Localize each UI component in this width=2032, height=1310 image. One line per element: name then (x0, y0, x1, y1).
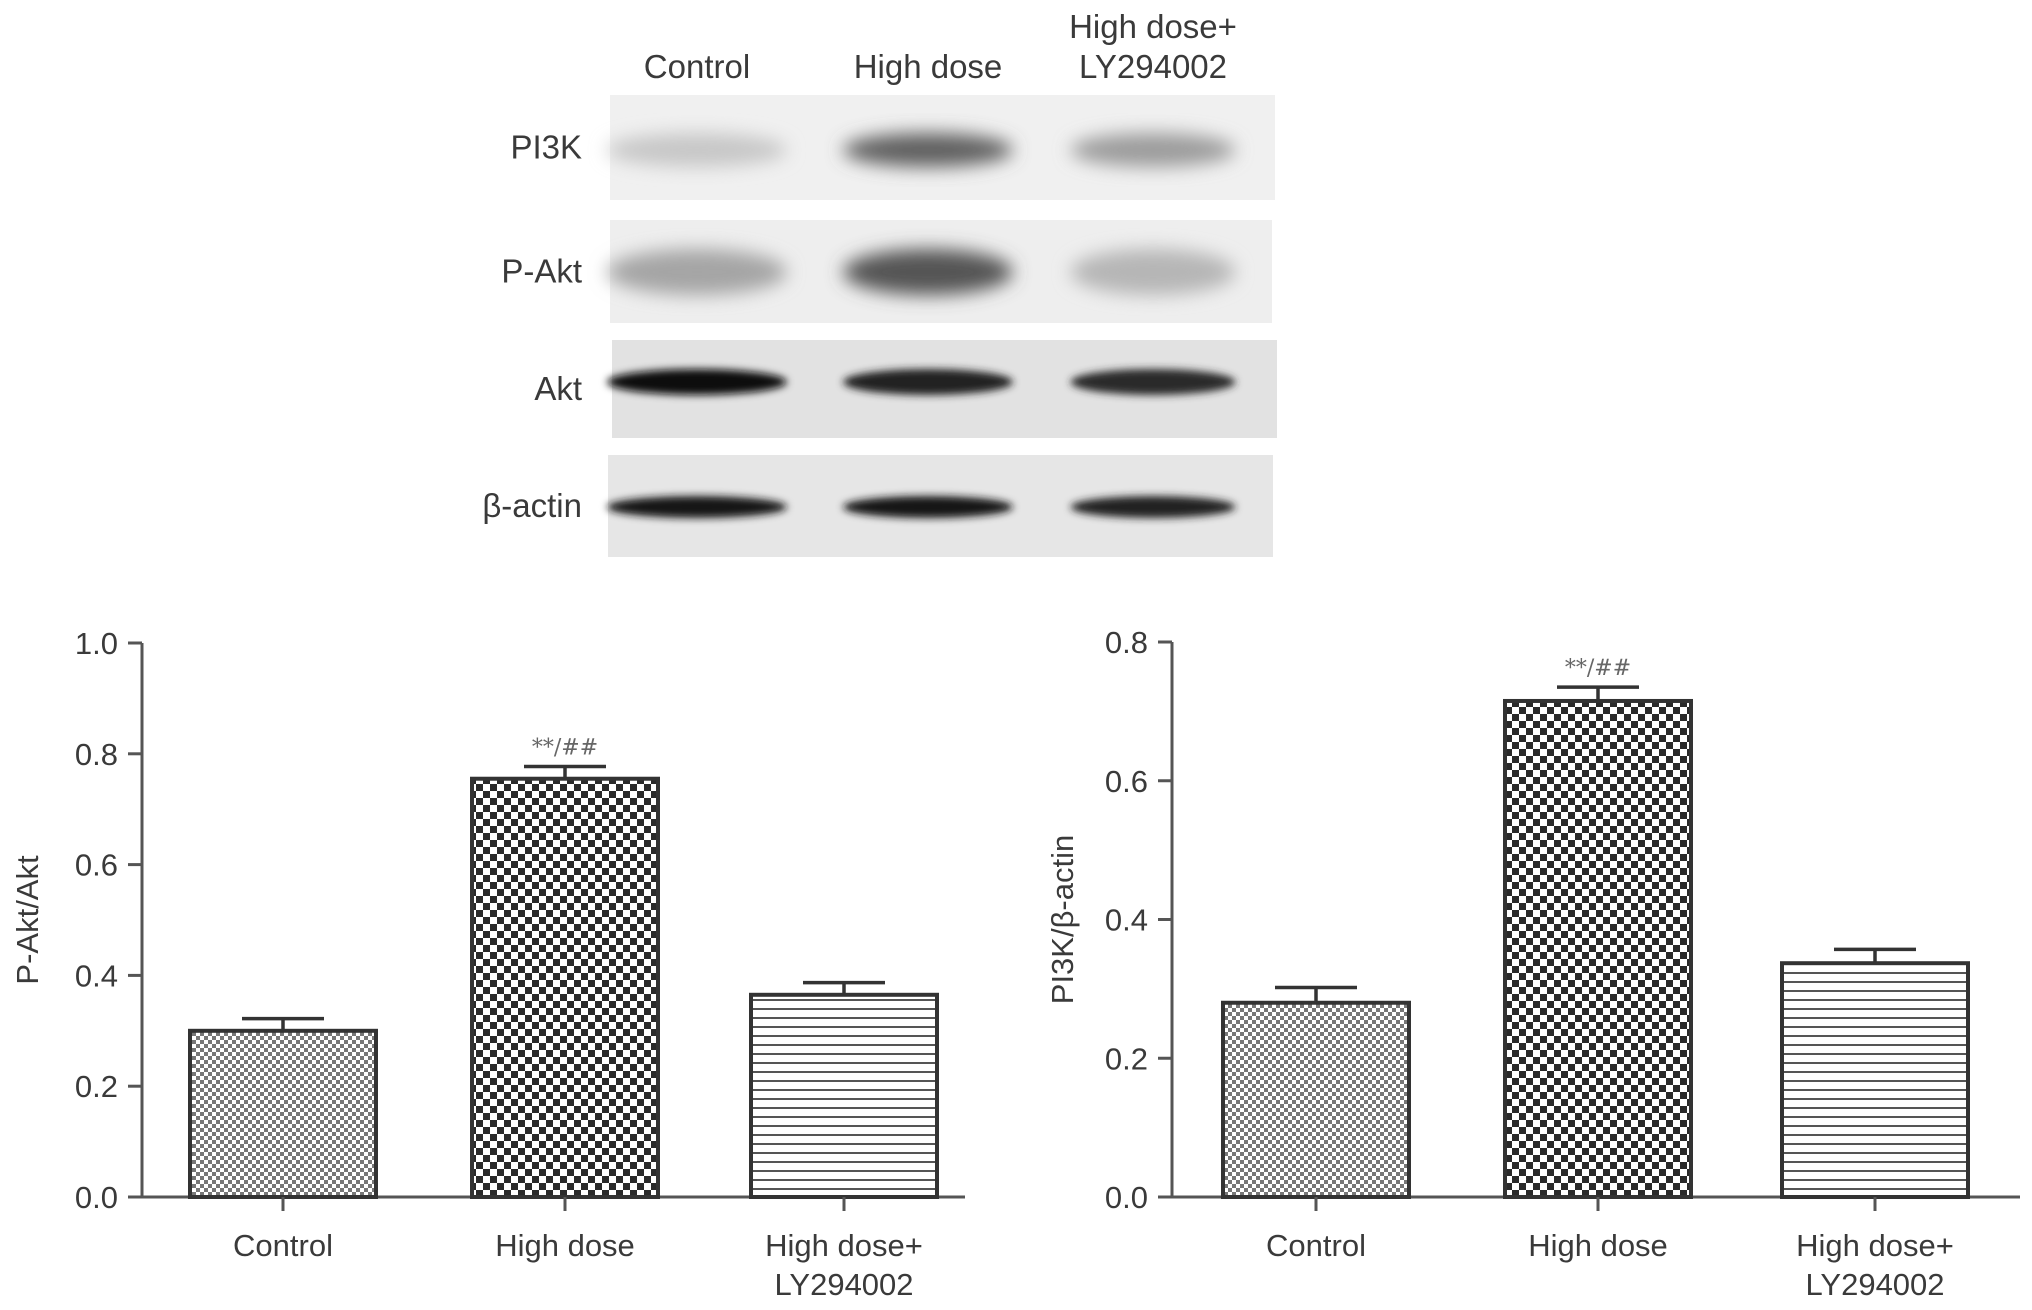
x-tick-label-high-dose-ly294002-line2: LY294002 (774, 1267, 913, 1302)
blot-band-p-akt-high-dose (843, 249, 1013, 295)
y-tick-label: 0.0 (75, 1180, 118, 1215)
y-tick-label: 0.4 (1105, 903, 1148, 938)
blot-band-actin-high-dose-ly294002 (1070, 496, 1236, 518)
significance-annotation-high-dose: **/## (1565, 656, 1631, 681)
blot-band-akt-control (607, 369, 787, 395)
blot-row-label-actin: β-actin (482, 487, 582, 524)
x-tick-label-high-dose-ly294002-line1: High dose+ (765, 1228, 923, 1263)
blot-band-p-akt-control (607, 249, 787, 295)
y-tick-label: 0.6 (75, 848, 118, 883)
blot-row-pi3k: PI3K (510, 95, 1275, 200)
blot-band-akt-high-dose-ly294002 (1070, 369, 1236, 395)
bar-high-dose (1503, 698, 1693, 1199)
blot-row-label-akt: Akt (534, 370, 582, 407)
blot-row-label-pi3k: PI3K (510, 129, 582, 166)
blot-row-actin: β-actin (482, 455, 1273, 557)
y-tick-label: 0.8 (75, 737, 118, 772)
bar-high-dose-ly294002 (1780, 961, 1970, 1199)
blot-band-pi3k-high-dose (843, 133, 1013, 167)
blot-band-pi3k-control (607, 133, 787, 167)
y-axis-label: PI3K/β-actin (1045, 835, 1080, 1004)
blot-lane-labels: Control High dose High dose+LY294002 (644, 8, 1237, 85)
y-tick-label: 0.4 (75, 958, 118, 993)
blot-band-actin-high-dose (843, 496, 1013, 518)
bar-control (1221, 1000, 1411, 1199)
y-tick-label: 0.8 (1105, 625, 1148, 660)
y-tick-label: 0.2 (75, 1069, 118, 1104)
bar-control (188, 1028, 378, 1200)
x-tick-label-high-dose-ly294002-line2: LY294002 (1805, 1267, 1944, 1302)
blot-rows: PI3K P-Akt Akt β-actin (482, 95, 1277, 557)
bar-high-dose (470, 776, 660, 1199)
x-tick-label-control: Control (1266, 1228, 1366, 1263)
blot-band-pi3k-high-dose-ly294002 (1070, 133, 1236, 167)
y-tick-label: 0.2 (1105, 1041, 1148, 1076)
y-axis-label: P-Akt/Akt (10, 855, 45, 985)
significance-annotation-high-dose: **/## (532, 736, 598, 761)
blot-band-p-akt-high-dose-ly294002 (1070, 249, 1236, 295)
lane-label-control: Control (644, 48, 750, 85)
bar-high-dose-ly294002 (749, 992, 939, 1199)
lane-label-high-dose: High dose (854, 48, 1003, 85)
y-tick-label: 0.0 (1105, 1180, 1148, 1215)
y-tick-label: 0.6 (1105, 764, 1148, 799)
y-tick-label: 1.0 (75, 626, 118, 661)
blot-row-akt: Akt (534, 340, 1277, 438)
lane-label-high-dose-ly294002-line2: LY294002 (1079, 48, 1227, 85)
lane-label-high-dose-ly294002-line1: High dose+ (1069, 8, 1237, 45)
blot-band-akt-high-dose (843, 369, 1013, 395)
blot-row-label-p-akt: P-Akt (501, 253, 582, 290)
x-tick-label-high-dose-ly294002-line1: High dose+ (1796, 1228, 1954, 1263)
x-tick-label-high-dose: High dose (1528, 1228, 1668, 1263)
x-tick-label-control: Control (233, 1228, 333, 1263)
x-tick-label-high-dose: High dose (495, 1228, 635, 1263)
blot-row-p-akt: P-Akt (501, 220, 1272, 323)
blot-band-actin-control (607, 496, 787, 518)
